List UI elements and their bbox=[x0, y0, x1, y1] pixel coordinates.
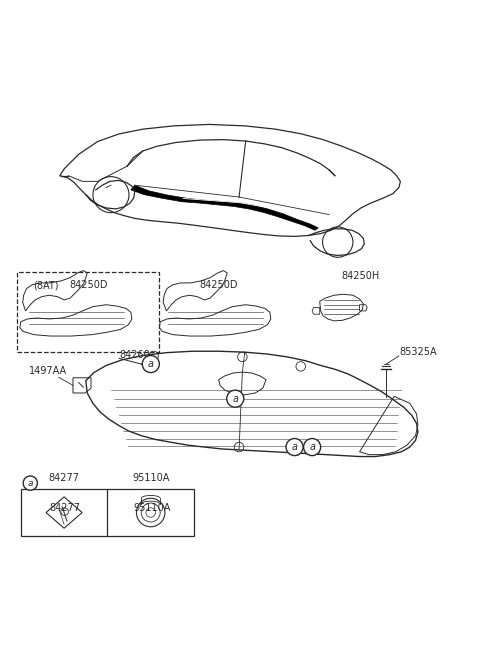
Text: 85325A: 85325A bbox=[399, 347, 437, 357]
Circle shape bbox=[227, 390, 244, 407]
Text: 1497AA: 1497AA bbox=[29, 366, 67, 376]
Text: 95110A: 95110A bbox=[132, 473, 169, 483]
Circle shape bbox=[142, 356, 159, 373]
Text: 84277: 84277 bbox=[48, 473, 80, 483]
Circle shape bbox=[303, 438, 321, 456]
Text: 84250D: 84250D bbox=[200, 280, 238, 291]
Text: 84277: 84277 bbox=[49, 504, 80, 514]
Text: 84250H: 84250H bbox=[342, 271, 380, 281]
Polygon shape bbox=[131, 185, 318, 231]
Text: (8AT): (8AT) bbox=[34, 280, 59, 291]
Circle shape bbox=[23, 476, 37, 490]
Bar bbox=[21, 489, 194, 536]
Text: a: a bbox=[232, 394, 238, 403]
Text: a: a bbox=[291, 442, 298, 452]
Text: a: a bbox=[27, 479, 33, 487]
Text: 84250D: 84250D bbox=[69, 280, 108, 291]
Bar bbox=[17, 272, 159, 352]
Text: 84260: 84260 bbox=[119, 350, 150, 360]
Circle shape bbox=[286, 438, 303, 456]
Text: 95110A: 95110A bbox=[133, 504, 171, 514]
Text: a: a bbox=[309, 442, 315, 452]
Text: a: a bbox=[148, 359, 154, 369]
